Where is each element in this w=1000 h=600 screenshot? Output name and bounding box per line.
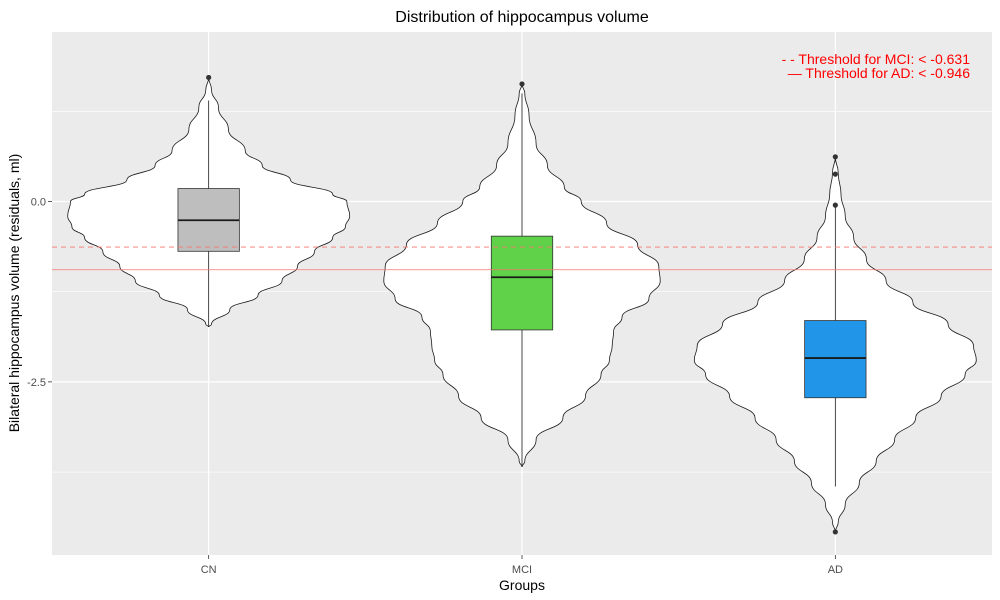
threshold-legend: - - Threshold for MCI: < -0.631 — Thresh… <box>782 51 971 81</box>
outlier-point <box>832 171 838 177</box>
threshold-ad-label: — Threshold for AD: < -0.946 <box>788 65 970 81</box>
outlier-point <box>206 74 212 81</box>
y-tick-label: -2.5 <box>27 377 46 389</box>
x-tick-label-cn: CN <box>201 564 217 576</box>
outlier-point <box>519 81 525 87</box>
y-axis-title: Bilateral hippocampus volume (residuals,… <box>6 154 22 433</box>
chart-title: Distribution of hippocampus volume <box>395 9 649 26</box>
outlier-point <box>832 154 838 160</box>
outlier-point <box>832 202 838 208</box>
y-tick-label: 0.0 <box>31 197 46 209</box>
x-tick-label-ad: AD <box>828 564 843 576</box>
box-ad <box>804 320 867 399</box>
x-axis-title: Groups <box>499 577 545 593</box>
outlier-point <box>832 529 838 535</box>
x-tick-label-mci: MCI <box>512 564 532 576</box>
threshold-mci-label: - - Threshold for MCI: < -0.631 <box>782 51 971 67</box>
box-mci <box>490 235 554 331</box>
plot-panel <box>52 32 992 555</box>
